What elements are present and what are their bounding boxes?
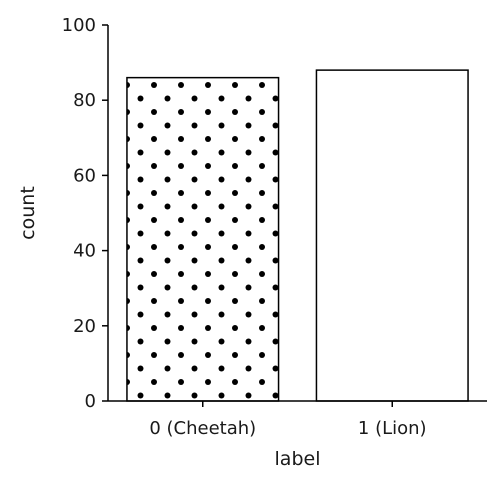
y-tick-label-5: 100	[62, 15, 96, 36]
x-axis: 0 (Cheetah) 1 (Lion) label	[108, 400, 487, 470]
y-tick-label-0: 0	[85, 391, 96, 412]
y-axis: 0 20 40 60 80 100 count	[17, 15, 109, 412]
x-tick-label-1: 1 (Lion)	[358, 418, 427, 439]
y-axis-label: count	[17, 186, 39, 240]
x-tick-label-0: 0 (Cheetah)	[149, 418, 256, 439]
y-tick-label-3: 60	[73, 165, 96, 186]
x-ticks: 0 (Cheetah) 1 (Lion)	[149, 401, 427, 439]
bars-group	[126, 69, 469, 402]
y-tick-label-4: 80	[73, 90, 96, 111]
y-tick-label-2: 40	[73, 241, 96, 262]
x-axis-label: label	[275, 448, 321, 470]
y-ticks: 0 20 40 60 80 100	[62, 15, 108, 412]
bar-1	[315, 69, 469, 402]
y-tick-label-1: 20	[73, 316, 96, 337]
bar-0	[126, 76, 280, 402]
